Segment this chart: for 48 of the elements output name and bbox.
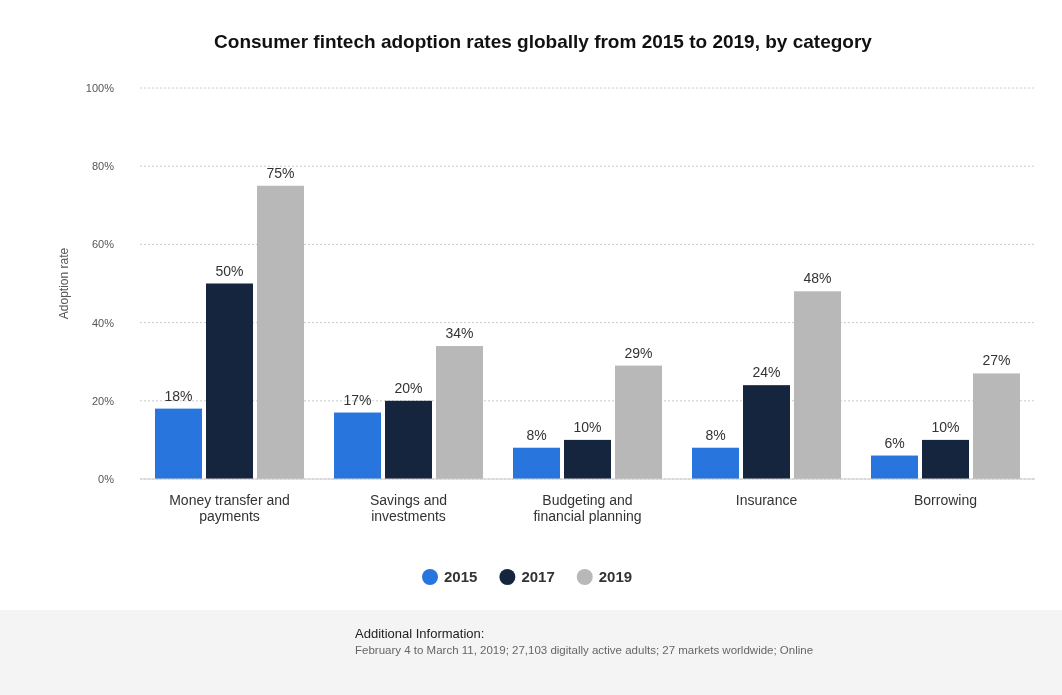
y-tick-label: 40% xyxy=(91,316,115,329)
bar xyxy=(794,291,841,479)
bar xyxy=(743,385,790,479)
bar xyxy=(206,283,253,479)
text: 24% xyxy=(752,364,781,381)
bar xyxy=(922,439,969,479)
x-tick-label: Money transfer and payments xyxy=(169,492,290,524)
y-tick-label: 80% xyxy=(91,160,115,173)
text: 20% xyxy=(394,379,423,396)
text: 50% xyxy=(215,262,244,279)
text: 17% xyxy=(343,391,372,408)
text: February 4 to March 11, 2019; 27,103 digitally active adults; 27 markets worldwide; Online xyxy=(355,644,814,656)
x-tick-label: Borrowing xyxy=(913,492,978,508)
legend-label: 2015 xyxy=(444,568,478,585)
legend-label: 2017 xyxy=(521,568,555,585)
text: Additional Information: xyxy=(355,626,485,641)
bar xyxy=(257,185,304,479)
bar xyxy=(155,408,202,479)
text: 18% xyxy=(164,387,193,404)
bar xyxy=(871,455,918,479)
text: 8% xyxy=(705,426,726,443)
y-axis-title: Adoption rate xyxy=(57,247,71,320)
bar xyxy=(564,439,611,479)
legend-label: 2019 xyxy=(598,568,633,585)
bar xyxy=(385,400,432,479)
y-tick-label: 20% xyxy=(91,394,115,407)
y-tick-label: 100% xyxy=(85,82,115,95)
text: 75% xyxy=(266,164,295,181)
bar xyxy=(436,346,483,479)
bar xyxy=(334,412,381,479)
y-tick-label: 60% xyxy=(91,238,115,251)
text: 27% xyxy=(982,352,1011,369)
bar xyxy=(615,365,662,479)
x-tick-label: Savings and investments xyxy=(369,492,448,524)
chart-title: Consumer fintech adoption rates globally from 2015 to 2019, by category xyxy=(214,31,873,52)
text: 10% xyxy=(573,418,602,435)
text: 34% xyxy=(445,325,474,342)
bar xyxy=(973,373,1020,479)
x-tick-label: Insurance xyxy=(735,492,798,508)
text: 48% xyxy=(803,270,832,287)
bar xyxy=(692,447,739,479)
text: 10% xyxy=(931,418,960,435)
x-tick-label: Budgeting and financial planning xyxy=(533,492,642,524)
text: 8% xyxy=(526,426,547,443)
bar xyxy=(513,447,560,479)
text: 29% xyxy=(624,344,653,361)
text: 6% xyxy=(884,434,905,451)
y-tick-label: 0% xyxy=(98,473,115,486)
